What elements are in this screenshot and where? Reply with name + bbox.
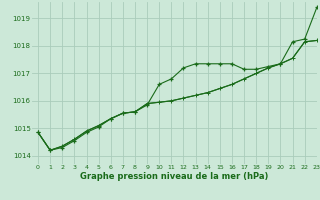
X-axis label: Graphe pression niveau de la mer (hPa): Graphe pression niveau de la mer (hPa)	[80, 172, 268, 181]
